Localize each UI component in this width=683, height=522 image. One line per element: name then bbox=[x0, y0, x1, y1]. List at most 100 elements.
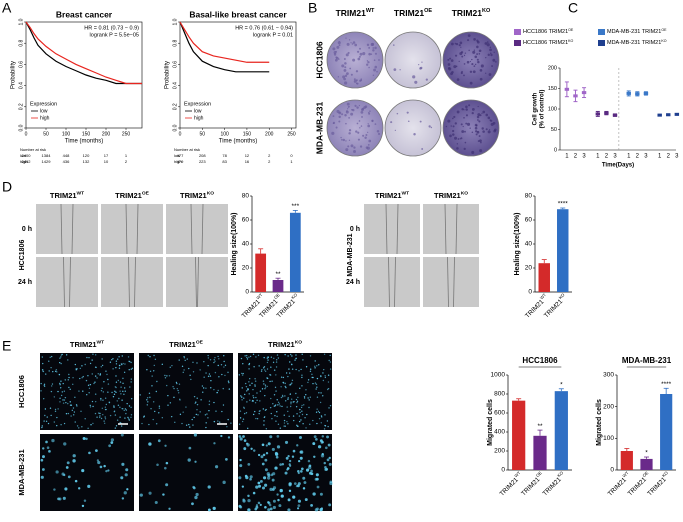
stained-cell bbox=[205, 372, 207, 374]
y-axis-label: Cell growth bbox=[533, 92, 539, 125]
stained-cell bbox=[106, 373, 108, 376]
stained-cell bbox=[301, 413, 304, 416]
stained-cell bbox=[188, 446, 192, 450]
stained-cell bbox=[166, 375, 168, 377]
stained-cell bbox=[201, 385, 204, 387]
colony bbox=[344, 81, 348, 85]
stained-cell bbox=[95, 449, 98, 453]
colony bbox=[476, 40, 480, 44]
stained-cell bbox=[60, 356, 62, 358]
colony bbox=[447, 63, 451, 66]
colony bbox=[367, 131, 369, 133]
colony bbox=[392, 44, 395, 46]
colony bbox=[485, 56, 487, 59]
stained-cell bbox=[174, 421, 176, 424]
stained-cell bbox=[95, 366, 97, 369]
colony bbox=[473, 49, 476, 51]
stained-cell bbox=[130, 381, 132, 383]
label: low bbox=[20, 153, 26, 158]
stained-cell bbox=[71, 409, 74, 412]
label: TRIM21WT bbox=[375, 191, 409, 200]
stained-cell bbox=[320, 392, 322, 394]
stained-cell bbox=[130, 406, 132, 409]
colony bbox=[464, 52, 467, 54]
stained-cell bbox=[264, 386, 267, 388]
wound-edge bbox=[136, 203, 139, 255]
stained-cell bbox=[62, 399, 64, 401]
stained-cell bbox=[149, 370, 152, 373]
row-label: HCC1806 bbox=[17, 375, 26, 408]
stained-cell bbox=[102, 399, 104, 401]
label-base: MDA-MB-231 TRIM21 bbox=[607, 40, 661, 46]
stained-cell bbox=[247, 508, 251, 512]
colony bbox=[477, 105, 479, 108]
stained-cell bbox=[271, 478, 275, 482]
stained-cell bbox=[130, 414, 133, 416]
stained-cell bbox=[178, 359, 180, 361]
label: 2400 bbox=[22, 153, 32, 158]
stained-cell bbox=[72, 459, 76, 463]
stained-cell bbox=[264, 458, 268, 462]
colony bbox=[338, 115, 341, 119]
colony bbox=[355, 130, 358, 133]
stained-cell bbox=[285, 372, 288, 374]
stained-cell bbox=[320, 507, 324, 510]
label-sup: OE bbox=[535, 470, 543, 478]
x-tick-label: 3 bbox=[644, 154, 648, 160]
stained-cell bbox=[328, 462, 332, 466]
stained-cell bbox=[104, 418, 107, 420]
label: Time(Days) bbox=[602, 163, 634, 169]
stained-cell bbox=[108, 401, 111, 403]
legend-label: low bbox=[40, 108, 48, 114]
colony bbox=[366, 63, 369, 66]
micrograph bbox=[166, 257, 228, 307]
data-point bbox=[595, 112, 601, 116]
stained-cell bbox=[323, 461, 326, 465]
colony bbox=[430, 126, 433, 129]
stained-cell bbox=[296, 401, 298, 404]
stained-cell bbox=[239, 417, 242, 419]
stained-cell bbox=[280, 376, 283, 378]
stained-cell bbox=[274, 451, 278, 455]
label: TRIM21KO bbox=[452, 8, 491, 18]
stained-cell bbox=[121, 355, 123, 357]
colony bbox=[370, 42, 374, 47]
stained-cell bbox=[256, 399, 258, 401]
stained-cell bbox=[89, 406, 92, 408]
colony bbox=[464, 141, 467, 144]
stained-cell bbox=[275, 455, 279, 459]
label: 1 bbox=[125, 153, 128, 158]
stained-cell bbox=[110, 441, 114, 445]
stained-cell bbox=[119, 416, 121, 418]
stained-cell bbox=[285, 456, 289, 460]
label: Time (months) bbox=[219, 139, 257, 145]
stained-cell bbox=[152, 418, 154, 421]
stained-cell bbox=[239, 464, 243, 468]
colony bbox=[469, 70, 473, 74]
y-tick-label: 0 bbox=[554, 147, 557, 153]
colony bbox=[461, 107, 464, 111]
stained-cell bbox=[43, 420, 45, 422]
stained-cell bbox=[253, 449, 256, 452]
stained-cell bbox=[276, 359, 278, 361]
data-point bbox=[643, 91, 649, 95]
stained-cell bbox=[295, 392, 297, 395]
stained-cell bbox=[74, 363, 77, 366]
stained-cell bbox=[188, 423, 190, 426]
colony bbox=[394, 129, 396, 132]
label-base: TRIM21 bbox=[498, 476, 520, 498]
stained-cell bbox=[289, 405, 292, 408]
stained-cell bbox=[120, 393, 122, 395]
stained-cell bbox=[50, 390, 53, 393]
colony bbox=[482, 110, 486, 114]
colony bbox=[348, 105, 350, 108]
stained-cell bbox=[58, 373, 61, 376]
label-sup: KO bbox=[461, 191, 469, 197]
colony bbox=[344, 66, 347, 69]
stained-cell bbox=[113, 393, 116, 396]
colony bbox=[452, 129, 455, 133]
y-tick-label: 1000 bbox=[491, 372, 506, 379]
stained-cell bbox=[275, 366, 278, 368]
bar bbox=[512, 400, 526, 470]
stained-cell bbox=[178, 392, 180, 394]
